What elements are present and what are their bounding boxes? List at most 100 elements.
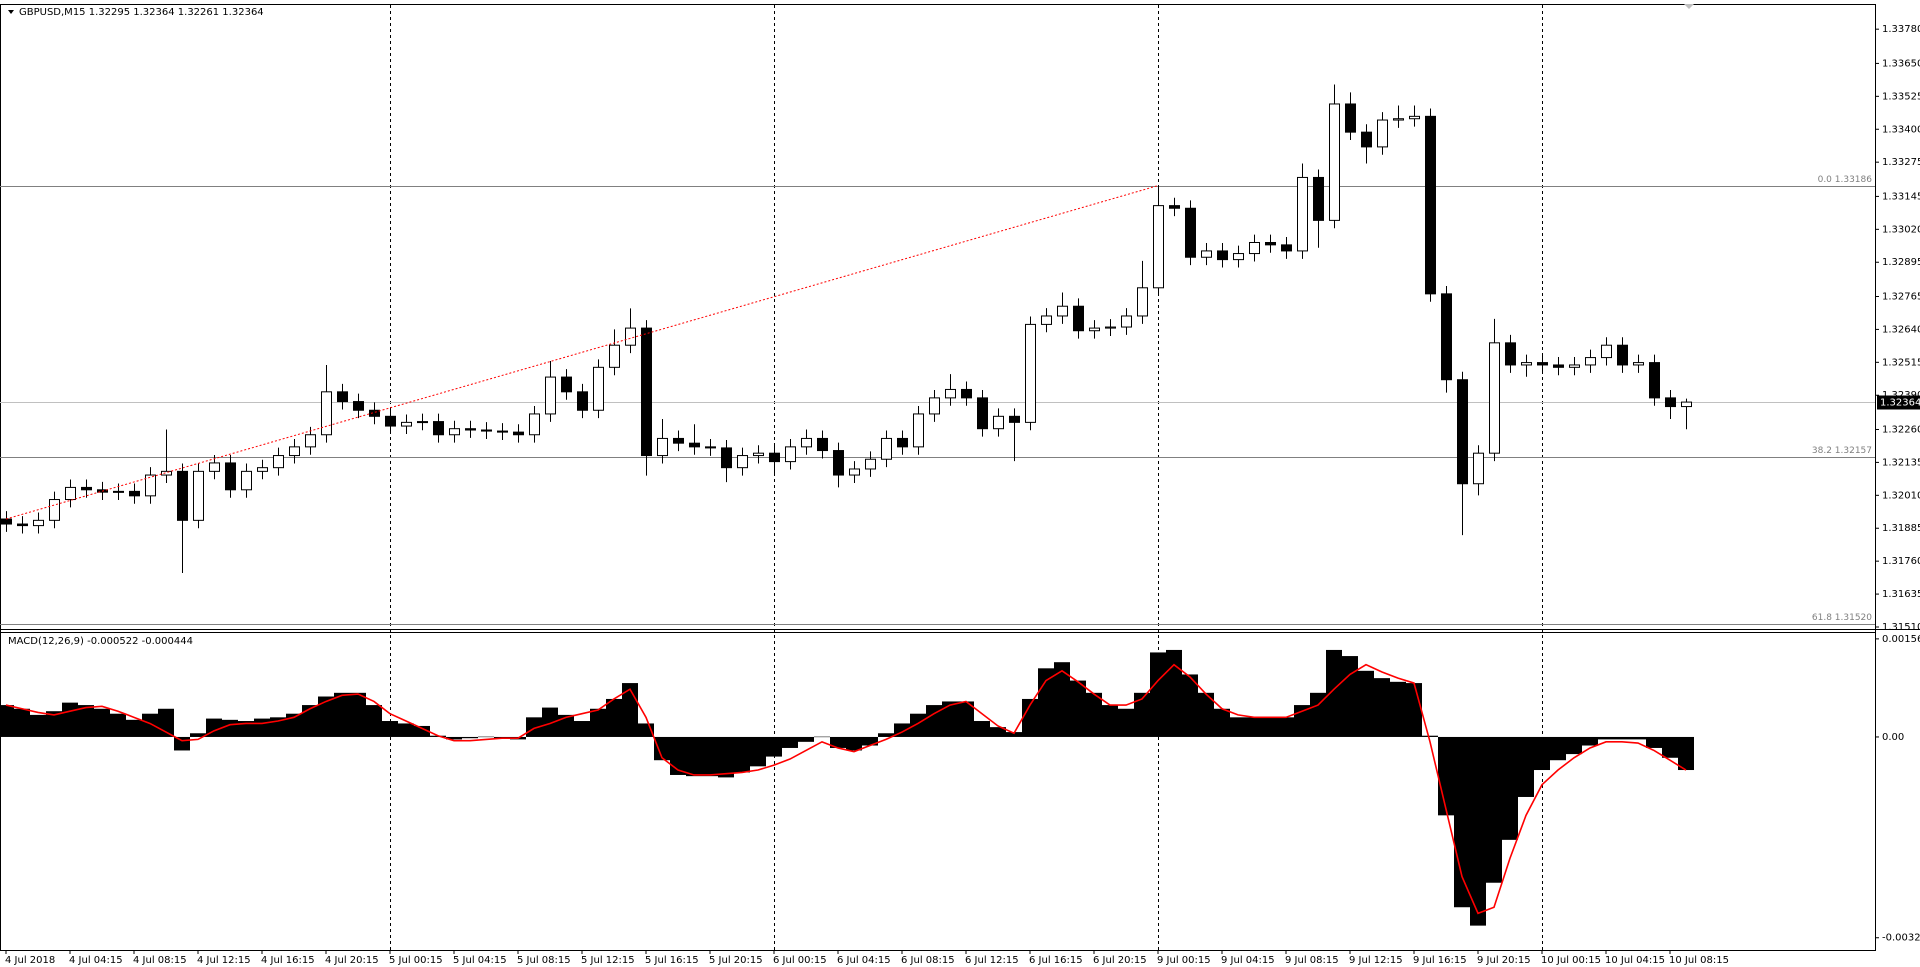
candle-body	[321, 391, 332, 436]
macd-bar	[1070, 680, 1086, 737]
candle-body	[1361, 131, 1372, 148]
candle-body	[1, 518, 12, 525]
macd-bar	[590, 708, 606, 737]
y-tick-label: 1.33020	[1882, 224, 1920, 235]
macd-bar	[126, 719, 142, 737]
macd-bar	[814, 736, 830, 738]
candle-body	[65, 486, 76, 501]
macd-bar	[1342, 656, 1358, 737]
candle-body	[1057, 305, 1068, 317]
macd-bar	[46, 711, 62, 737]
candle-body	[913, 413, 924, 448]
x-tick-label: 6 Jul 04:15	[837, 955, 891, 966]
y-tick-label: 1.31635	[1882, 589, 1920, 600]
candle-body	[1553, 364, 1564, 368]
x-tick-label: 9 Jul 04:15	[1221, 955, 1275, 966]
macd-bar	[1646, 736, 1662, 748]
chart-title: GBPUSD,M15 1.32295 1.32364 1.32261 1.323…	[19, 7, 264, 18]
shift-marker[interactable]	[1684, 4, 1694, 9]
y-tick-label: 1.32135	[1882, 457, 1920, 468]
candle-body	[593, 366, 604, 411]
candle-body	[529, 413, 540, 436]
macd-bar	[350, 692, 366, 737]
y-tick-label: 1.32010	[1882, 490, 1920, 501]
macd-bar	[302, 705, 318, 737]
menu-arrow[interactable]	[8, 10, 14, 14]
macd-bar	[862, 736, 878, 746]
macd-bar	[1086, 692, 1102, 737]
candle-body	[33, 519, 44, 527]
macd-bar	[942, 701, 958, 737]
macd-bar	[1406, 683, 1422, 737]
x-tick-label: 5 Jul 00:15	[389, 955, 443, 966]
indicator-title: MACD(12,26,9) -0.000522 -0.000444	[8, 636, 193, 647]
current-price-label: 1.32364	[1880, 398, 1920, 409]
macd-bar	[1326, 649, 1342, 737]
y-tick-label: 1.32895	[1882, 257, 1920, 268]
y-tick-label: 1.31760	[1882, 556, 1920, 567]
x-tick-label: 9 Jul 16:15	[1413, 955, 1467, 966]
macd-bar	[1534, 736, 1550, 771]
candle-body	[17, 523, 28, 527]
macd-bar	[1182, 674, 1198, 737]
macd-bar	[190, 733, 206, 737]
x-tick-label: 10 Jul 08:15	[1669, 955, 1729, 966]
macd-bar	[1582, 736, 1598, 746]
candle-body	[449, 428, 460, 436]
y-tick-label: 1.32640	[1882, 324, 1920, 335]
macd-bar	[990, 727, 1006, 737]
macd-bar	[958, 701, 974, 737]
macd-bar	[462, 736, 478, 739]
candle-body	[241, 470, 252, 491]
candle-body	[1665, 397, 1676, 408]
y-tick-label: 1.33400	[1882, 124, 1920, 135]
x-tick-label: 5 Jul 04:15	[453, 955, 507, 966]
y-tick-label: 1.33780	[1882, 24, 1920, 35]
candle-body	[705, 446, 716, 449]
candle-body	[433, 421, 444, 436]
fib-level-label: 61.8 1.31520	[1812, 613, 1872, 623]
candle-body	[753, 452, 764, 457]
macd-bar	[110, 713, 126, 737]
x-tick-label: 9 Jul 08:15	[1285, 955, 1339, 966]
macd-bar	[1374, 678, 1390, 737]
candle-body	[289, 446, 300, 457]
candle-body	[305, 434, 316, 448]
candle-body	[1153, 205, 1164, 289]
x-tick-label: 5 Jul 20:15	[709, 955, 763, 966]
macd-bar	[286, 713, 302, 737]
candle-body	[1393, 118, 1404, 121]
candle-body	[1521, 362, 1532, 366]
y-tick-label: 0.001569	[1882, 634, 1920, 645]
candle-body	[257, 467, 268, 472]
candle-body	[945, 388, 956, 399]
candle-body	[1217, 250, 1228, 261]
y-tick-label: 1.31885	[1882, 523, 1920, 534]
signal-line	[5, 663, 1687, 915]
candle-body	[113, 490, 124, 493]
macd-bar	[1678, 736, 1694, 771]
candle-body	[897, 437, 908, 448]
x-tick-label: 4 Jul 08:15	[133, 955, 187, 966]
macd-bar	[1598, 736, 1614, 740]
macd-bar	[1038, 668, 1054, 737]
candle-body	[545, 376, 556, 415]
macd-bar	[478, 736, 494, 738]
x-tick-label: 6 Jul 20:15	[1093, 955, 1147, 966]
candle-body	[817, 437, 828, 452]
candle-body	[865, 458, 876, 470]
candle-body	[513, 431, 524, 436]
macd-bar	[1230, 717, 1246, 737]
candle-body	[689, 442, 700, 448]
candle-body	[577, 391, 588, 411]
macd-bar	[1630, 736, 1646, 740]
macd-bar	[574, 721, 590, 737]
candle-body	[1537, 362, 1548, 366]
candle-body	[1441, 293, 1452, 381]
macd-bar	[782, 736, 798, 748]
candle-body	[193, 470, 204, 521]
x-tick-label: 6 Jul 12:15	[965, 955, 1019, 966]
